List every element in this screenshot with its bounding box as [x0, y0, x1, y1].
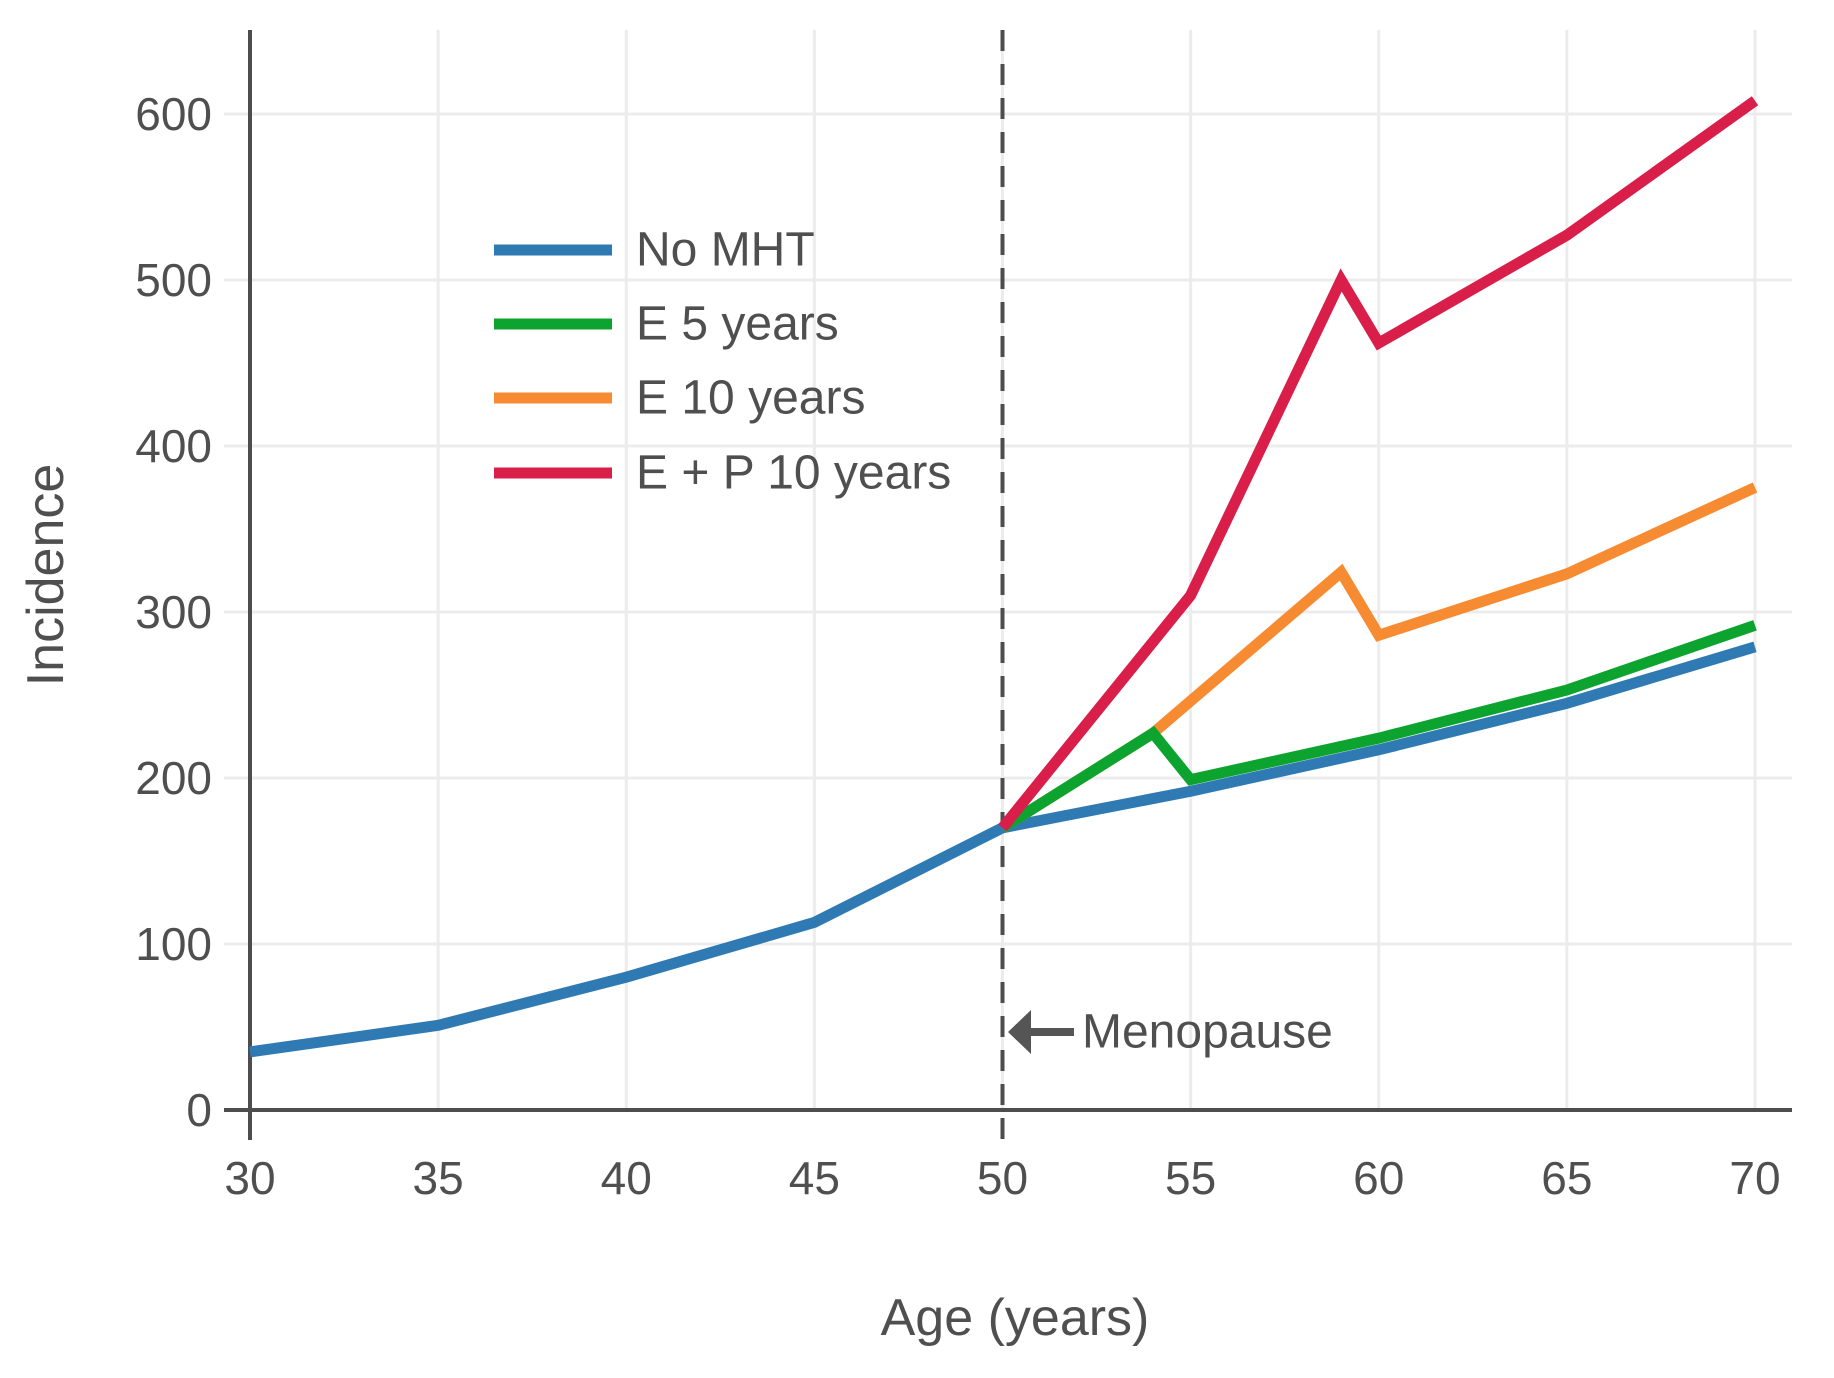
x-tick-label-60: 60: [1353, 1152, 1404, 1204]
x-tick-label-45: 45: [789, 1152, 840, 1204]
y-tick-label-300: 300: [135, 586, 212, 638]
y-tick-label-500: 500: [135, 254, 212, 306]
menopause-arrowhead-icon: [1008, 1009, 1031, 1054]
y-tick-label-200: 200: [135, 752, 212, 804]
legend-label-e-10-years: E 10 years: [636, 372, 865, 425]
y-tick-label-600: 600: [135, 88, 212, 140]
legend-label-e-5-years: E 5 years: [636, 298, 839, 351]
series-line-e-5-years: [999, 620, 1757, 833]
x-tick-label-65: 65: [1541, 1152, 1592, 1204]
x-tick-label-70: 70: [1729, 1152, 1780, 1204]
menopause-label: Menopause: [1082, 1005, 1333, 1058]
x-axis-title: Age (years): [881, 1289, 1150, 1347]
legend-label-no-mht: No MHT: [636, 224, 815, 277]
x-tick-label-40: 40: [601, 1152, 652, 1204]
series-line-e-p-10-years: [998, 96, 1759, 832]
x-tick-label-50: 50: [977, 1152, 1028, 1204]
y-axis-title: Incidence: [17, 464, 75, 687]
legend-label-e-p-10-years: E + P 10 years: [636, 447, 951, 500]
y-tick-label-100: 100: [135, 918, 212, 970]
y-tick-label-0: 0: [186, 1084, 212, 1136]
x-tick-label-30: 30: [224, 1152, 275, 1204]
y-tick-label-400: 400: [135, 420, 212, 472]
x-tick-label-35: 35: [413, 1152, 464, 1204]
x-tick-label-55: 55: [1165, 1152, 1216, 1204]
